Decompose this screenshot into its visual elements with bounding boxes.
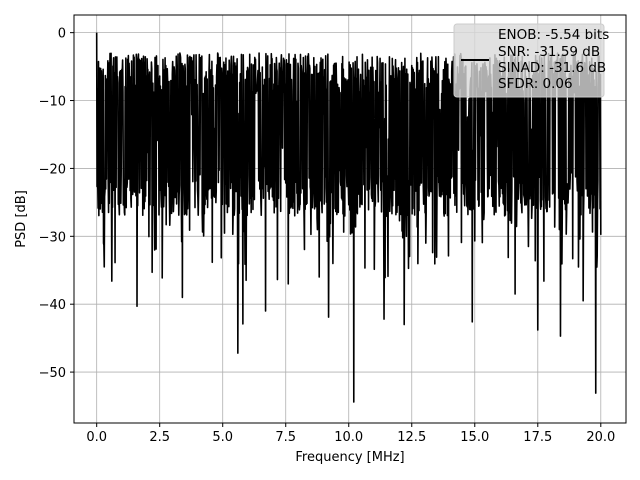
y-tick-label: −50	[39, 366, 66, 381]
legend-text-sinad: SINAD: -31.6 dB	[498, 60, 606, 76]
axis-ticks: 0.0 2.5 5.0 7.5 10.0 12.5 15.0 17.5 20.0 0 −10 −20 −…	[39, 27, 616, 445]
plot-frame	[73, 14, 627, 424]
y-axis-label: PSD [dB]	[14, 190, 29, 248]
x-tick-label: 15.0	[460, 430, 489, 445]
legend-box	[453, 23, 605, 98]
x-axis-label: Frequency [MHz]	[295, 450, 404, 465]
x-tick-label: 0.0	[86, 430, 107, 445]
x-tick-label: 12.5	[397, 430, 426, 445]
y-tick-label: −10	[39, 95, 66, 110]
legend: ENOB: -5.54 bits SNR: -31.59 dB SINAD: -…	[453, 23, 609, 98]
legend-text-snr: SNR: -31.59 dB	[498, 44, 600, 60]
y-tick-label: 0	[58, 27, 66, 42]
y-tick-label: −30	[39, 230, 66, 245]
psd-series	[95, 32, 602, 403]
y-tick-label: −20	[39, 162, 66, 177]
x-tick-label: 5.0	[212, 430, 233, 445]
x-tick-label: 20.0	[586, 430, 615, 445]
psd-line	[95, 32, 602, 403]
x-tick-label: 7.5	[275, 430, 296, 445]
x-tick-label: 2.5	[149, 430, 170, 445]
y-tick-label: −40	[39, 298, 66, 313]
x-tick-label: 10.0	[334, 430, 363, 445]
x-tick-label: 17.5	[523, 430, 552, 445]
legend-text-enob: ENOB: -5.54 bits	[498, 27, 609, 43]
legend-text-sfdr: SFDR: 0.06	[498, 76, 573, 92]
